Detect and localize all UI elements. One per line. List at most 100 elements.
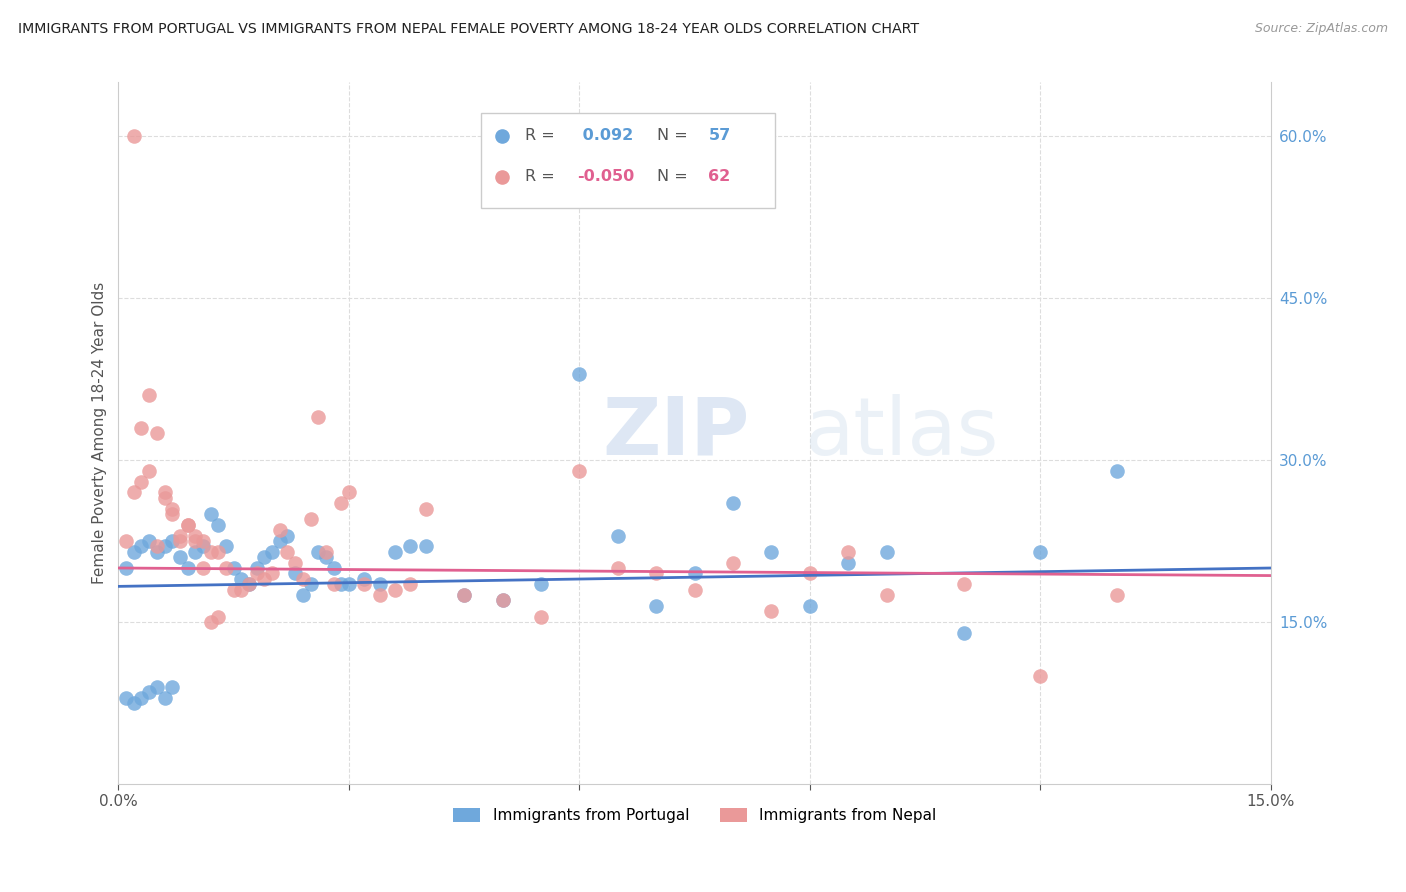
Point bbox=[246, 561, 269, 575]
Point bbox=[1107, 464, 1129, 478]
Point bbox=[322, 561, 344, 575]
Point bbox=[606, 561, 628, 575]
Point bbox=[153, 540, 176, 554]
Point bbox=[122, 696, 145, 710]
Point bbox=[799, 566, 821, 581]
Point bbox=[276, 528, 298, 542]
Point bbox=[215, 540, 238, 554]
Point bbox=[606, 528, 628, 542]
Point bbox=[246, 566, 269, 581]
Point bbox=[330, 577, 353, 591]
Point bbox=[169, 534, 191, 549]
Point bbox=[122, 545, 145, 559]
Point bbox=[276, 545, 298, 559]
Text: N =: N = bbox=[657, 169, 693, 184]
Point bbox=[207, 545, 229, 559]
Point bbox=[222, 582, 245, 597]
Point bbox=[384, 545, 406, 559]
Point bbox=[307, 409, 329, 424]
Point bbox=[131, 540, 153, 554]
Point bbox=[169, 528, 191, 542]
Point bbox=[146, 545, 169, 559]
Point bbox=[322, 577, 344, 591]
Point bbox=[200, 507, 222, 521]
Text: 57: 57 bbox=[709, 128, 731, 144]
Point bbox=[191, 540, 214, 554]
Text: 0.092: 0.092 bbox=[576, 128, 633, 144]
Point bbox=[1107, 588, 1129, 602]
Point bbox=[207, 517, 229, 532]
Point bbox=[146, 425, 169, 440]
Text: atlas: atlas bbox=[804, 394, 998, 472]
Point bbox=[191, 534, 214, 549]
Point bbox=[399, 577, 422, 591]
Point bbox=[761, 545, 783, 559]
Point bbox=[453, 588, 475, 602]
Point bbox=[207, 609, 229, 624]
Point bbox=[399, 540, 422, 554]
Y-axis label: Female Poverty Among 18-24 Year Olds: Female Poverty Among 18-24 Year Olds bbox=[93, 282, 107, 584]
Point bbox=[269, 523, 291, 537]
Point bbox=[353, 572, 375, 586]
Point bbox=[115, 534, 138, 549]
Point bbox=[415, 540, 437, 554]
Point bbox=[761, 604, 783, 618]
Point bbox=[146, 540, 169, 554]
Point bbox=[645, 566, 668, 581]
Point bbox=[269, 534, 291, 549]
Point bbox=[491, 593, 513, 607]
Point bbox=[191, 561, 214, 575]
Point bbox=[415, 501, 437, 516]
Point bbox=[330, 496, 353, 510]
Point bbox=[384, 582, 406, 597]
FancyBboxPatch shape bbox=[481, 113, 775, 209]
Point bbox=[876, 545, 898, 559]
Point bbox=[131, 690, 153, 705]
Point bbox=[122, 128, 145, 143]
Point bbox=[222, 561, 245, 575]
Point bbox=[184, 534, 207, 549]
Point bbox=[153, 491, 176, 505]
Point bbox=[837, 545, 859, 559]
Point bbox=[530, 609, 553, 624]
Point bbox=[176, 517, 198, 532]
Point bbox=[337, 577, 360, 591]
Point bbox=[238, 577, 260, 591]
Text: 62: 62 bbox=[709, 169, 731, 184]
Point bbox=[721, 496, 744, 510]
Point bbox=[253, 550, 276, 565]
Point bbox=[530, 577, 553, 591]
Point bbox=[837, 556, 859, 570]
Point bbox=[299, 512, 322, 526]
Point bbox=[1029, 669, 1052, 683]
Point bbox=[153, 690, 176, 705]
Point bbox=[262, 566, 284, 581]
Text: R =: R = bbox=[526, 128, 560, 144]
Point bbox=[138, 464, 160, 478]
Point bbox=[337, 485, 360, 500]
Point bbox=[231, 582, 253, 597]
Point bbox=[568, 367, 591, 381]
Point bbox=[952, 577, 974, 591]
Point bbox=[160, 534, 183, 549]
Text: R =: R = bbox=[526, 169, 560, 184]
Point bbox=[284, 566, 307, 581]
Point bbox=[200, 545, 222, 559]
Point bbox=[231, 572, 253, 586]
Point bbox=[876, 588, 898, 602]
Point bbox=[952, 625, 974, 640]
Point bbox=[491, 593, 513, 607]
Point bbox=[683, 582, 706, 597]
Point bbox=[315, 550, 337, 565]
Point bbox=[683, 566, 706, 581]
Point bbox=[176, 517, 198, 532]
Point bbox=[453, 588, 475, 602]
Point bbox=[176, 561, 198, 575]
Text: IMMIGRANTS FROM PORTUGAL VS IMMIGRANTS FROM NEPAL FEMALE POVERTY AMONG 18-24 YEA: IMMIGRANTS FROM PORTUGAL VS IMMIGRANTS F… bbox=[18, 22, 920, 37]
Point bbox=[368, 577, 391, 591]
Point bbox=[200, 615, 222, 629]
Point bbox=[799, 599, 821, 613]
Point bbox=[138, 388, 160, 402]
Point bbox=[353, 577, 375, 591]
Point bbox=[115, 690, 138, 705]
